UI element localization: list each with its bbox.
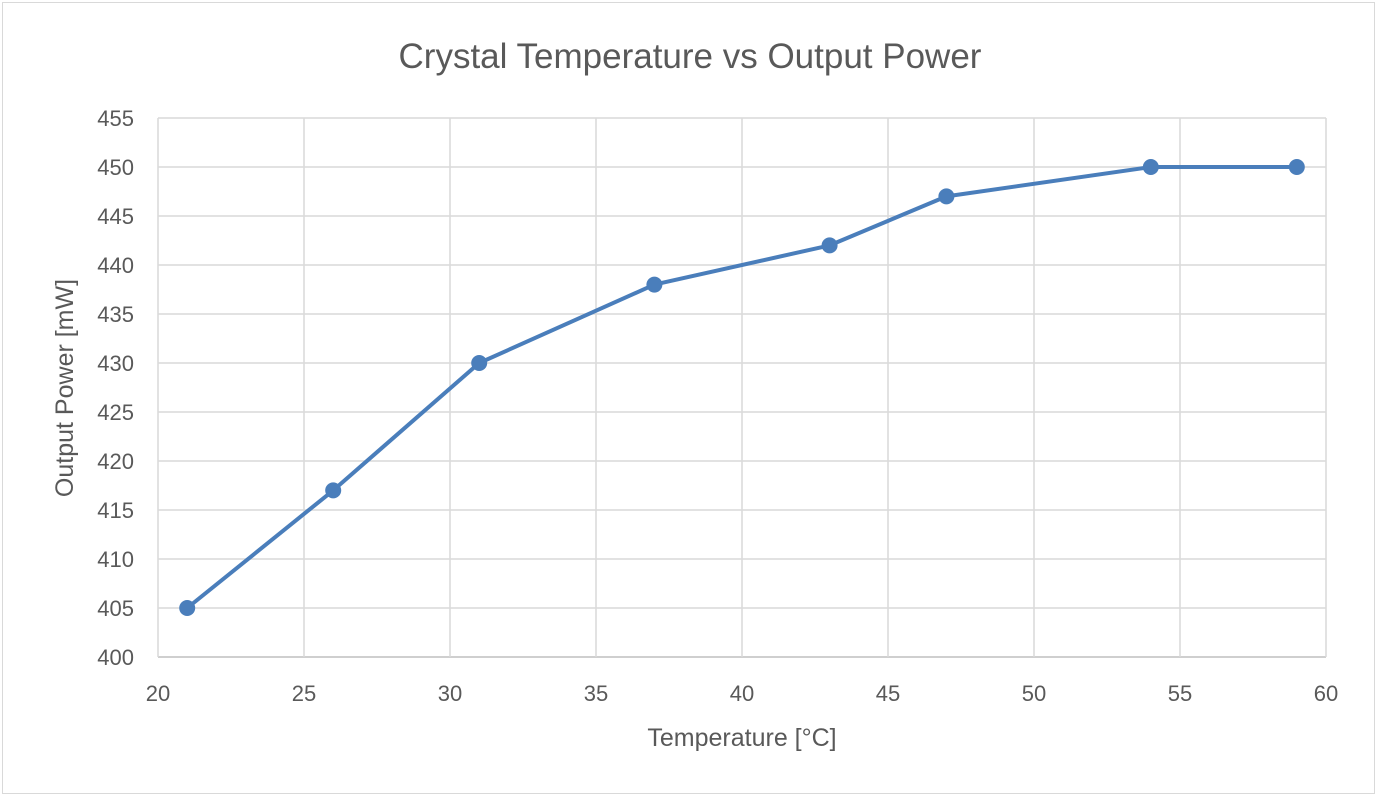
x-tick-label: 55 [1168, 681, 1192, 706]
data-point-marker [325, 482, 342, 499]
y-tick-label: 450 [97, 155, 134, 180]
data-point-marker [1142, 159, 1159, 175]
x-tick-label: 30 [438, 681, 462, 706]
data-point-marker [1288, 159, 1305, 175]
y-tick-label: 440 [97, 253, 134, 278]
x-tick-label: 45 [876, 681, 900, 706]
y-tick-label: 405 [97, 596, 134, 621]
x-tick-label: 35 [584, 681, 608, 706]
x-tick-label: 60 [1314, 681, 1338, 706]
chart-title: Crystal Temperature vs Output Power [399, 37, 982, 76]
gridlines [157, 117, 1327, 658]
x-axis-ticks: 20 25 30 35 40 45 50 55 60 [146, 681, 1338, 706]
x-tick-label: 40 [730, 681, 754, 706]
y-axis-label: Output Power [mW] [51, 279, 79, 497]
data-series [179, 159, 1305, 616]
x-tick-label: 20 [146, 681, 170, 706]
y-tick-label: 430 [97, 351, 134, 376]
data-point-marker [821, 237, 838, 254]
y-tick-label: 455 [97, 106, 134, 131]
data-point-marker [471, 355, 488, 371]
y-tick-label: 420 [97, 449, 134, 474]
x-axis-label: Temperature [°C] [647, 724, 836, 752]
y-tick-label: 425 [97, 400, 134, 425]
y-axis-ticks: 400 405 410 415 420 425 430 435 440 445 450 455 [97, 106, 134, 670]
x-tick-label: 50 [1022, 681, 1046, 706]
data-point-marker [938, 188, 955, 205]
data-point-marker [646, 276, 663, 293]
series-line [185, 165, 1297, 610]
y-tick-label: 415 [97, 498, 134, 523]
y-tick-label: 400 [97, 645, 134, 670]
y-tick-label: 445 [97, 204, 134, 229]
data-point-marker [179, 600, 196, 616]
y-tick-label: 435 [97, 302, 134, 327]
x-tick-label: 25 [292, 681, 316, 706]
y-tick-label: 410 [97, 547, 134, 572]
